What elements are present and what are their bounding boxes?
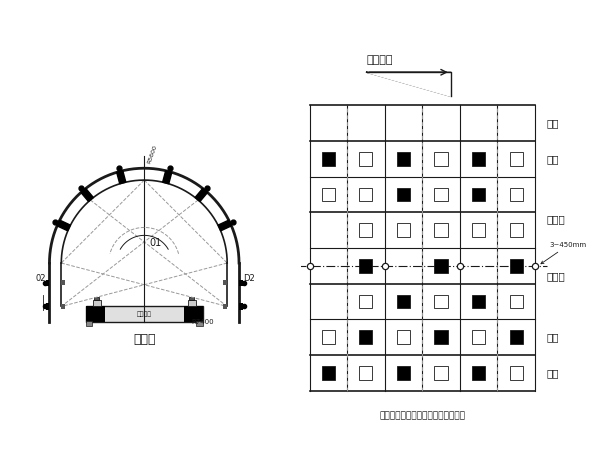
Bar — [189, 297, 194, 300]
Bar — [397, 295, 410, 308]
Bar — [510, 259, 523, 273]
Bar — [397, 331, 410, 344]
Polygon shape — [117, 170, 126, 184]
Bar — [223, 281, 227, 285]
Bar — [472, 223, 485, 237]
Bar — [46, 304, 49, 310]
Bar — [322, 331, 335, 344]
Bar — [322, 188, 335, 201]
Bar — [46, 280, 49, 286]
Bar — [510, 188, 523, 201]
Bar — [472, 152, 485, 166]
Bar — [359, 295, 373, 308]
Bar — [472, 188, 485, 201]
Bar — [86, 307, 203, 322]
Bar — [322, 152, 335, 166]
Bar — [184, 307, 203, 322]
Text: 脱模液罐: 脱模液罐 — [137, 312, 151, 317]
Bar — [510, 331, 523, 344]
Text: 作业窗、注浆口、振捣器布置示意图: 作业窗、注浆口、振捣器布置示意图 — [379, 412, 465, 421]
Bar — [510, 295, 523, 308]
Text: 3~450mm: 3~450mm — [541, 242, 587, 264]
Bar — [435, 188, 448, 201]
Bar — [435, 152, 448, 166]
Bar — [359, 188, 373, 201]
Polygon shape — [218, 220, 231, 231]
Text: 02: 02 — [35, 274, 46, 283]
Text: 01: 01 — [149, 238, 161, 248]
Polygon shape — [163, 170, 172, 184]
Text: 底模: 底模 — [547, 118, 560, 128]
Bar — [93, 300, 101, 307]
Text: 边模: 边模 — [547, 332, 560, 342]
Bar — [510, 223, 523, 237]
Text: R7400: R7400 — [192, 319, 215, 325]
Polygon shape — [81, 189, 93, 202]
Bar — [359, 259, 373, 273]
Bar — [472, 295, 485, 308]
Bar — [510, 152, 523, 166]
Bar — [435, 331, 448, 344]
Bar — [397, 366, 410, 380]
Bar — [86, 322, 92, 326]
Bar — [510, 366, 523, 380]
Bar — [86, 307, 105, 322]
Text: 底模: 底模 — [547, 368, 560, 378]
Polygon shape — [367, 72, 451, 96]
Bar — [359, 223, 373, 237]
Text: D2: D2 — [243, 274, 255, 283]
Bar — [188, 300, 195, 307]
Text: 主视图: 主视图 — [133, 333, 156, 346]
Bar — [61, 304, 66, 309]
Bar — [239, 280, 243, 286]
Polygon shape — [57, 220, 70, 231]
Bar — [197, 322, 203, 326]
Polygon shape — [195, 189, 207, 202]
Bar — [359, 152, 373, 166]
Text: 前进方向: 前进方向 — [367, 55, 393, 65]
Bar — [94, 297, 99, 300]
Text: 长顶模: 长顶模 — [547, 215, 566, 225]
Bar — [322, 366, 335, 380]
Bar — [359, 366, 373, 380]
Bar — [359, 331, 373, 344]
Bar — [397, 188, 410, 201]
Bar — [397, 152, 410, 166]
Bar — [435, 295, 448, 308]
Text: 短顶模: 短顶模 — [547, 272, 566, 281]
Bar — [435, 259, 448, 273]
Bar — [435, 223, 448, 237]
Bar — [397, 223, 410, 237]
Bar — [435, 366, 448, 380]
Bar — [223, 304, 227, 309]
Text: 边模: 边模 — [547, 154, 560, 164]
Bar — [239, 304, 243, 310]
Bar — [61, 281, 66, 285]
Text: R5600: R5600 — [147, 144, 158, 164]
Bar — [472, 331, 485, 344]
Bar — [472, 366, 485, 380]
